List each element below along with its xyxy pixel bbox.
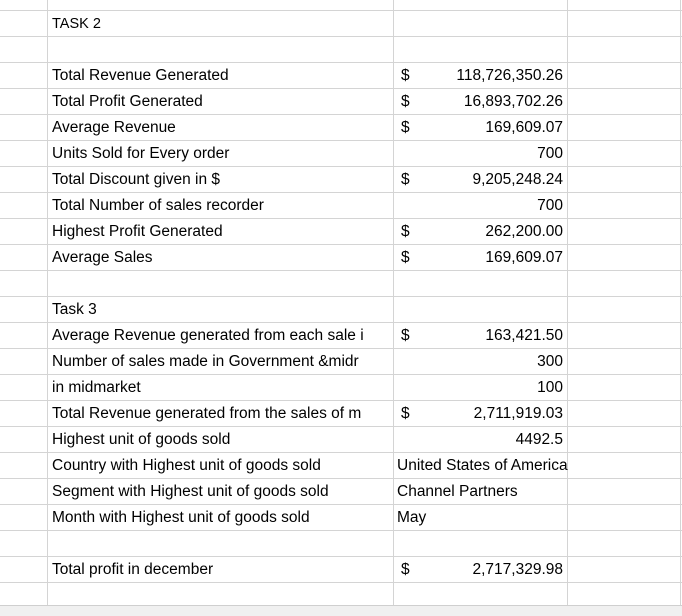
gridline (0, 426, 682, 427)
gridline (0, 478, 682, 479)
currency-symbol: $ (401, 327, 410, 344)
gridline (0, 62, 682, 63)
task2-row-value[interactable]: 262,200.00 (485, 223, 563, 240)
task3-row-text-value[interactable]: Channel Partners (397, 483, 518, 500)
currency-symbol: $ (401, 119, 410, 136)
gridline (0, 244, 682, 245)
gridline (0, 218, 682, 219)
footer-row-value[interactable]: 2,717,329.98 (472, 561, 563, 578)
task2-row-label[interactable]: Average Revenue (52, 119, 176, 136)
gridline (567, 0, 568, 605)
task3-row-value[interactable]: 100 (537, 379, 563, 396)
gridline (0, 374, 682, 375)
gridline (47, 0, 48, 605)
task2-row-value[interactable]: 16,893,702.26 (463, 93, 563, 110)
gridline (0, 36, 682, 37)
task2-row-label[interactable]: Total Discount given in $ (52, 171, 221, 188)
currency-symbol: $ (401, 171, 410, 188)
gridline (0, 400, 682, 401)
currency-symbol: $ (401, 67, 410, 84)
gridline (0, 192, 682, 193)
gridline (0, 504, 682, 505)
gridline (393, 0, 394, 605)
task3-row-label[interactable]: Country with Highest unit of goods sold (52, 457, 321, 474)
task3-row-label[interactable]: in midmarket (52, 379, 141, 396)
gridline (0, 114, 682, 115)
task3-row-label[interactable]: Highest unit of goods sold (52, 431, 231, 448)
sheet-bottom-bar (0, 605, 682, 616)
task2-row-label[interactable]: Total Profit Generated (52, 93, 203, 110)
currency-symbol: $ (401, 249, 410, 266)
task2-row-value[interactable]: 118,726,350.26 (456, 67, 563, 84)
task3-row-value[interactable]: 4492.5 (515, 431, 563, 448)
gridline (0, 348, 682, 349)
task2-row-value[interactable]: 700 (537, 197, 563, 214)
task2-row-label[interactable]: Total Number of sales recorder (52, 197, 264, 214)
gridline (0, 140, 682, 141)
gridline (0, 296, 682, 297)
task2-row-label[interactable]: Units Sold for Every order (52, 145, 230, 162)
task3-row-value[interactable]: 300 (537, 353, 563, 370)
task2-row-value[interactable]: 169,609.07 (485, 249, 563, 266)
currency-symbol: $ (401, 223, 410, 240)
task3-row-label[interactable]: Number of sales made in Government &midr (52, 353, 359, 370)
gridline (0, 452, 682, 453)
gridline (0, 322, 682, 323)
task3-row-label[interactable]: Average Revenue generated from each sale… (52, 327, 364, 344)
task2-header[interactable]: TASK 2 (52, 16, 101, 32)
task3-row-label[interactable]: Month with Highest unit of goods sold (52, 509, 310, 526)
task3-row-text-value[interactable]: United States of America (397, 457, 568, 474)
task3-row-value[interactable]: 163,421.50 (485, 327, 563, 344)
gridline (0, 166, 682, 167)
gridline (0, 10, 682, 11)
gridline (0, 270, 682, 271)
task2-row-value[interactable]: 700 (537, 145, 563, 162)
task3-row-label[interactable]: Segment with Highest unit of goods sold (52, 483, 329, 500)
footer-row-label[interactable]: Total profit in december (52, 561, 214, 578)
gridline (680, 0, 681, 605)
task2-row-label[interactable]: Total Revenue Generated (52, 67, 229, 84)
currency-symbol: $ (401, 93, 410, 110)
task3-header[interactable]: Task 3 (52, 301, 97, 318)
currency-symbol: $ (401, 405, 410, 422)
currency-symbol: $ (401, 561, 410, 578)
gridline (0, 88, 682, 89)
task3-row-value[interactable]: 2,711,919.03 (473, 405, 563, 422)
gridline (0, 530, 682, 531)
task2-row-value[interactable]: 169,609.07 (485, 119, 563, 136)
task2-row-label[interactable]: Average Sales (52, 249, 153, 266)
task2-row-value[interactable]: 9,205,248.24 (472, 171, 563, 188)
gridline (0, 556, 682, 557)
task3-row-text-value[interactable]: May (397, 509, 427, 526)
task3-row-label[interactable]: Total Revenue generated from the sales o… (52, 405, 362, 422)
task2-row-label[interactable]: Highest Profit Generated (52, 223, 223, 240)
gridline (0, 582, 682, 583)
